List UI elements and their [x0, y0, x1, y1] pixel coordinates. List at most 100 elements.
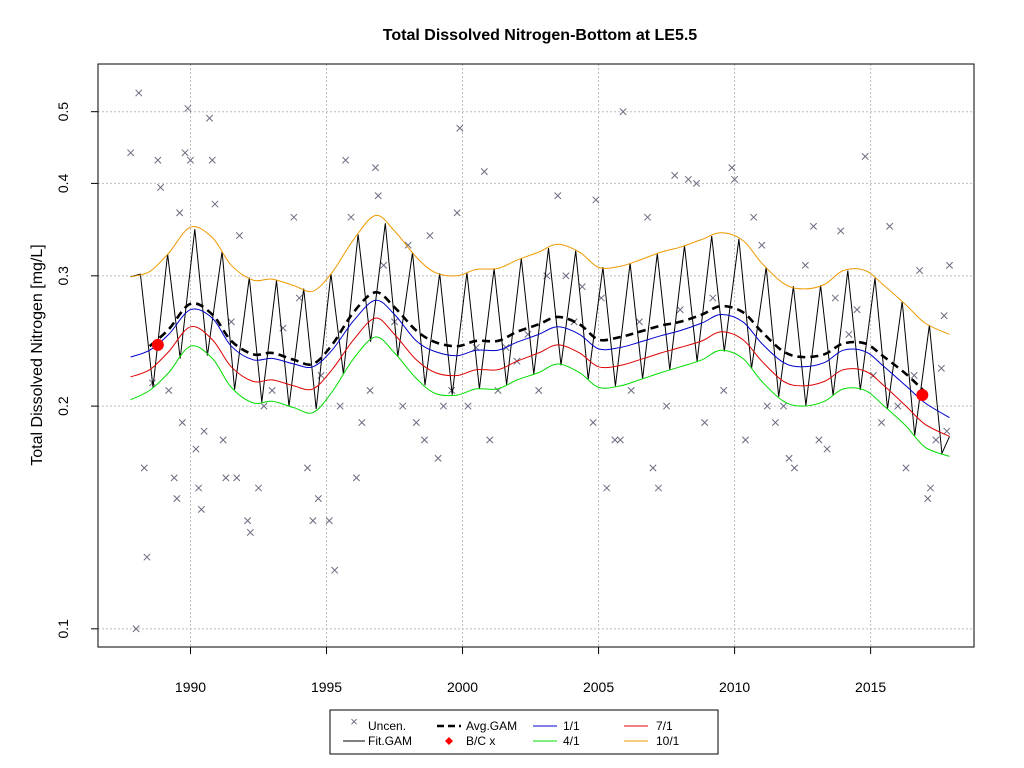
uncen-point	[790, 464, 799, 472]
uncen-point	[720, 386, 728, 394]
uncen-point	[861, 152, 869, 160]
uncen-point	[578, 283, 586, 291]
uncen-point	[420, 436, 429, 444]
uncen-point	[235, 232, 244, 240]
uncen-point	[404, 241, 412, 249]
x-tick-label: 2010	[719, 679, 750, 695]
series-line-apr	[130, 336, 950, 457]
chart-title: Total Dissolved Nitrogen-Bottom at LE5.5	[383, 27, 698, 44]
legend-bcx-label: B/C x	[466, 734, 495, 748]
uncen-point	[178, 419, 186, 427]
uncen-point	[426, 232, 434, 240]
uncen-point	[676, 306, 684, 314]
bc-point	[916, 389, 929, 402]
uncen-point	[331, 566, 339, 574]
uncen-point	[200, 427, 208, 435]
uncen-point	[603, 484, 611, 492]
uncen-point	[132, 625, 140, 633]
series-line-jul	[130, 317, 950, 437]
uncen-point	[176, 209, 184, 217]
legend-oct-label: 10/1	[656, 734, 680, 748]
x-tick-label: 2015	[855, 679, 886, 695]
y-tick-label: 0.2	[55, 396, 71, 416]
uncen-point	[366, 386, 374, 394]
uncen-point	[342, 156, 350, 164]
uncen-point	[254, 484, 263, 492]
x-tick-label: 2005	[583, 679, 614, 695]
x-tick-label: 1990	[175, 679, 206, 695]
uncen-point	[894, 402, 902, 410]
uncen-point	[260, 402, 268, 410]
uncen-point	[937, 364, 945, 372]
legend-jul-label: 7/1	[656, 719, 673, 733]
uncen-point	[592, 196, 600, 204]
uncen-point	[244, 517, 252, 525]
uncen-point	[750, 213, 758, 221]
uncen-point	[619, 108, 627, 116]
uncen-point	[165, 386, 173, 394]
uncen-point	[886, 222, 894, 230]
uncen-point	[785, 454, 793, 462]
uncen-point	[643, 213, 652, 221]
uncen-point	[314, 494, 322, 503]
uncen-point	[728, 164, 736, 172]
uncen-point	[853, 306, 861, 314]
uncen-point	[940, 312, 948, 320]
uncen-point	[208, 156, 216, 164]
uncen-point	[325, 517, 333, 525]
y-tick-label: 0.1	[55, 619, 71, 639]
uncen-point	[780, 402, 788, 410]
uncen-point	[701, 419, 709, 427]
uncen-point	[140, 464, 148, 472]
uncen-point	[692, 179, 701, 187]
x-tick-label: 2000	[447, 679, 478, 695]
legend: × Uncen. Fit.GAM Avg.GAM B/C x 1/1 4/1 7…	[329, 709, 719, 755]
uncen-point	[916, 266, 924, 275]
legend-avggam-label: Avg.GAM	[466, 719, 517, 733]
uncen-point	[801, 261, 809, 269]
x-tick-label: 1995	[311, 679, 342, 695]
uncen-point	[195, 484, 203, 492]
uncen-point	[173, 494, 181, 503]
uncen-point	[611, 436, 619, 444]
y-tick-label: 0.3	[55, 266, 71, 286]
uncen-point	[823, 445, 831, 453]
uncen-point	[945, 261, 954, 269]
uncen-point	[154, 156, 162, 164]
uncen-point	[671, 171, 679, 180]
uncen-point	[709, 294, 717, 302]
uncen-point	[758, 241, 766, 249]
uncen-point	[731, 175, 739, 183]
uncen-point	[654, 484, 662, 492]
uncen-point	[635, 318, 643, 326]
legend-uncen-label: Uncen.	[368, 719, 406, 733]
legend-jan-label: 1/1	[563, 719, 580, 733]
uncen-point	[374, 192, 382, 200]
y-tick-label: 0.4	[55, 173, 71, 193]
uncen-point	[143, 553, 151, 561]
uncen-point	[910, 371, 918, 380]
uncen-point	[181, 149, 189, 157]
uncen-point	[845, 330, 853, 338]
uncen-point	[464, 402, 472, 410]
legend-uncen-symbol: ×	[350, 714, 358, 729]
uncen-point	[197, 505, 205, 513]
uncen-point	[439, 402, 448, 410]
uncen-point	[205, 114, 214, 122]
uncen-point	[227, 318, 235, 326]
uncen-point	[453, 209, 461, 217]
uncen-point	[809, 222, 818, 230]
uncen-point	[352, 474, 361, 482]
y-tick-label: 0.5	[55, 102, 71, 122]
uncen-point	[170, 474, 178, 482]
uncen-point	[233, 474, 241, 482]
legend-box	[329, 709, 719, 755]
uncen-point	[192, 445, 200, 453]
uncen-point	[358, 419, 366, 427]
uncen-point	[135, 89, 143, 97]
uncen-point	[336, 402, 344, 410]
bc-points	[151, 338, 929, 402]
uncen-point	[815, 436, 823, 444]
series-line-oct	[130, 214, 950, 335]
